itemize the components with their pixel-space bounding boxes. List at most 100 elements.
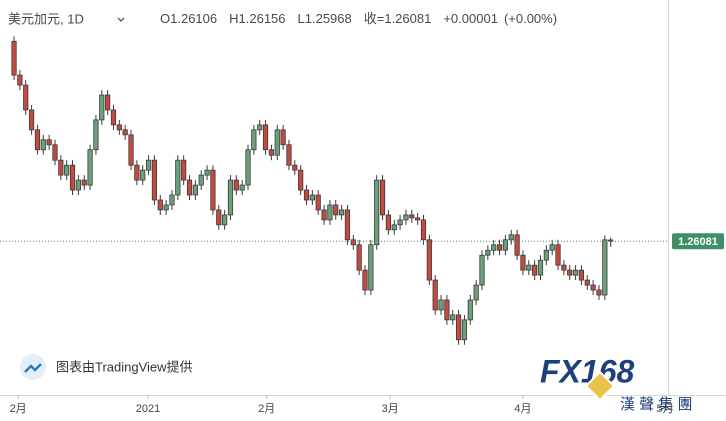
value-open: 1.26106 — [170, 11, 217, 26]
candle-body — [46, 139, 52, 146]
candle-body — [216, 209, 222, 226]
candle-body — [426, 239, 432, 281]
candle-body — [286, 144, 292, 166]
candle-body — [520, 254, 526, 271]
candle-body — [608, 239, 614, 242]
candle-body — [444, 299, 450, 321]
label-close: 收= — [364, 11, 385, 26]
candle-body — [403, 214, 409, 221]
header-ohlc: O1.26106 H1.26156 L1.25968 收=1.26081 +0.0000… — [160, 11, 557, 26]
candle-body — [485, 249, 491, 256]
candle-body — [339, 209, 345, 216]
candle-body — [590, 284, 596, 291]
value-close: 1.26081 — [384, 11, 431, 26]
candle-body — [309, 194, 315, 201]
candle-body — [298, 169, 304, 191]
candle-body — [374, 179, 380, 246]
candle-body — [81, 179, 87, 186]
plot — [0, 36, 668, 345]
value-high: 1.26156 — [239, 11, 286, 26]
attribution-text: 图表由TradingView提供 — [56, 359, 193, 374]
candle-body — [23, 84, 29, 111]
candle-body — [157, 199, 163, 211]
price-tag-label: 1.26081 — [678, 236, 718, 248]
candle-body — [508, 234, 514, 241]
candle-body — [555, 244, 561, 266]
candle-body — [175, 159, 181, 196]
candle-body — [432, 279, 438, 311]
candle-body — [473, 284, 479, 301]
candle-body — [532, 264, 538, 276]
candle-body — [584, 279, 590, 286]
label-high: H — [229, 11, 238, 26]
candle-body — [567, 269, 573, 276]
candle-body — [40, 139, 46, 151]
candle-body — [578, 269, 585, 281]
candle-body — [128, 134, 134, 166]
candle-body — [198, 174, 204, 186]
x-tick-label: 4月 — [514, 403, 531, 415]
candle-body — [292, 164, 298, 171]
candle-body — [192, 184, 198, 196]
candle-body — [239, 184, 245, 191]
candle-body — [245, 149, 251, 186]
candle-body — [99, 94, 105, 121]
candle-body — [561, 264, 567, 271]
candle-body — [116, 124, 122, 131]
x-tick-label: 2021 — [136, 403, 160, 415]
candle-body — [514, 234, 520, 256]
candle-body — [262, 124, 269, 151]
candle-body — [34, 129, 41, 151]
candle-body — [385, 214, 391, 231]
candle-body — [58, 159, 64, 176]
candle-body — [75, 179, 81, 191]
chevron[interactable] — [117, 17, 125, 22]
candle-body — [28, 109, 35, 131]
candle-body — [69, 164, 76, 191]
candle-body — [549, 244, 555, 251]
candle-body — [333, 204, 339, 216]
candle-body — [64, 164, 70, 176]
watermark-sub: 漢 聲 集 團 — [620, 396, 693, 413]
candle-body — [356, 244, 362, 271]
candle-body — [543, 249, 549, 261]
candle-body — [227, 179, 234, 216]
candle-body — [303, 189, 310, 201]
candle-body — [140, 169, 146, 181]
candle-body — [274, 129, 280, 156]
change-pct: (+0.00%) — [504, 11, 557, 26]
candle-body — [251, 129, 257, 151]
candle-body — [344, 209, 351, 241]
candle-body — [110, 109, 117, 126]
candle-body — [233, 179, 239, 191]
candle-body — [350, 239, 356, 246]
candle-body — [122, 129, 128, 136]
candle-body — [502, 239, 508, 251]
attribution[interactable]: 图表由TradingView提供 — [20, 354, 193, 380]
tv-logo — [24, 363, 42, 373]
candle-body — [379, 179, 386, 216]
candle-body — [87, 149, 93, 186]
chart-title: 美元加元, 1D — [8, 11, 84, 26]
candle-body — [572, 269, 579, 276]
label-open: O — [160, 11, 170, 26]
candle-body — [409, 214, 415, 219]
candle-body — [467, 299, 473, 321]
candle-body — [105, 94, 111, 111]
watermark: FX168 漢 聲 集 團 — [540, 353, 693, 413]
candle-body — [526, 264, 532, 271]
label-low: L — [298, 11, 305, 26]
candle-body — [479, 254, 485, 286]
candle-body — [151, 159, 158, 201]
candle-body — [602, 239, 608, 296]
candle-body — [93, 119, 99, 151]
candle-body — [210, 169, 216, 211]
candle-body — [134, 164, 140, 181]
x-tick-label: 2月 — [258, 403, 275, 415]
candle-body — [391, 224, 397, 231]
candle-body — [280, 129, 286, 146]
x-tick-label: 3月 — [382, 403, 399, 415]
candle-body — [420, 219, 427, 241]
candle-body — [321, 209, 327, 221]
